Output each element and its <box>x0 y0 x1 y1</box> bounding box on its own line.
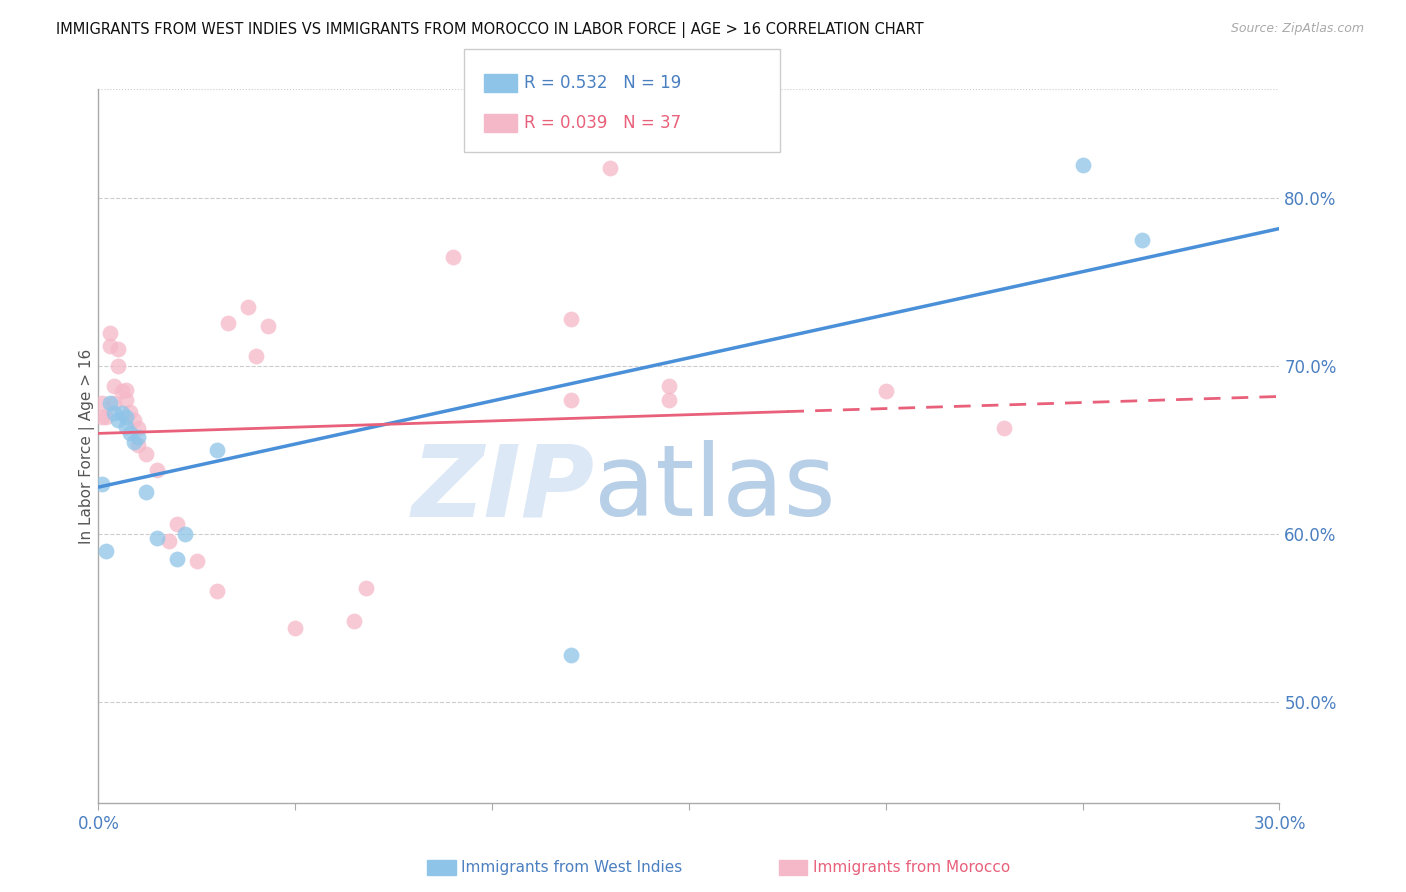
Point <box>560 392 582 407</box>
Point <box>111 384 134 399</box>
Point <box>107 413 129 427</box>
Point <box>205 584 228 599</box>
Point <box>1130 233 1153 247</box>
Point <box>91 476 114 491</box>
Point <box>354 581 377 595</box>
Text: R = 0.039   N = 37: R = 0.039 N = 37 <box>524 114 682 132</box>
Point <box>96 409 118 424</box>
Text: atlas: atlas <box>595 441 837 537</box>
Point <box>217 316 239 330</box>
Point <box>107 359 129 374</box>
Point <box>993 421 1015 435</box>
Point <box>146 463 169 477</box>
Point <box>560 648 582 662</box>
Point <box>115 409 138 424</box>
Point <box>103 379 125 393</box>
Text: Immigrants from Morocco: Immigrants from Morocco <box>813 861 1010 875</box>
Text: R = 0.532   N = 19: R = 0.532 N = 19 <box>524 74 682 92</box>
Text: Source: ZipAtlas.com: Source: ZipAtlas.com <box>1230 22 1364 36</box>
Point <box>166 552 188 566</box>
Point <box>111 406 134 420</box>
Point <box>256 318 278 333</box>
Point <box>245 349 267 363</box>
Point <box>875 384 897 399</box>
Point <box>122 413 145 427</box>
Point <box>115 392 138 407</box>
Point <box>205 443 228 458</box>
Text: ZIP: ZIP <box>412 441 595 537</box>
Point <box>127 438 149 452</box>
Point <box>96 544 118 558</box>
Point <box>135 485 157 500</box>
Point <box>115 419 138 434</box>
Point <box>91 409 114 424</box>
Point <box>1071 158 1094 172</box>
Point <box>174 527 197 541</box>
Point <box>166 517 188 532</box>
Point <box>658 392 681 407</box>
Point <box>560 312 582 326</box>
Text: IMMIGRANTS FROM WEST INDIES VS IMMIGRANTS FROM MOROCCO IN LABOR FORCE | AGE > 16: IMMIGRANTS FROM WEST INDIES VS IMMIGRANT… <box>56 22 924 38</box>
Point <box>343 615 366 629</box>
Point <box>441 250 464 264</box>
Point <box>98 339 121 353</box>
Point <box>122 434 145 449</box>
Point <box>98 326 121 340</box>
Point <box>98 396 121 410</box>
Point <box>103 396 125 410</box>
Point <box>127 421 149 435</box>
Point <box>135 446 157 460</box>
Point <box>236 301 259 315</box>
Point <box>118 426 141 441</box>
Point <box>107 343 129 357</box>
Point <box>157 533 180 548</box>
Y-axis label: In Labor Force | Age > 16: In Labor Force | Age > 16 <box>79 349 96 543</box>
Point <box>146 531 169 545</box>
Point <box>118 404 141 418</box>
Point <box>91 396 114 410</box>
Point <box>284 621 307 635</box>
Point <box>599 161 621 175</box>
Point <box>127 430 149 444</box>
Text: Immigrants from West Indies: Immigrants from West Indies <box>461 861 682 875</box>
Point <box>103 406 125 420</box>
Point <box>658 379 681 393</box>
Point <box>115 383 138 397</box>
Point <box>186 554 208 568</box>
